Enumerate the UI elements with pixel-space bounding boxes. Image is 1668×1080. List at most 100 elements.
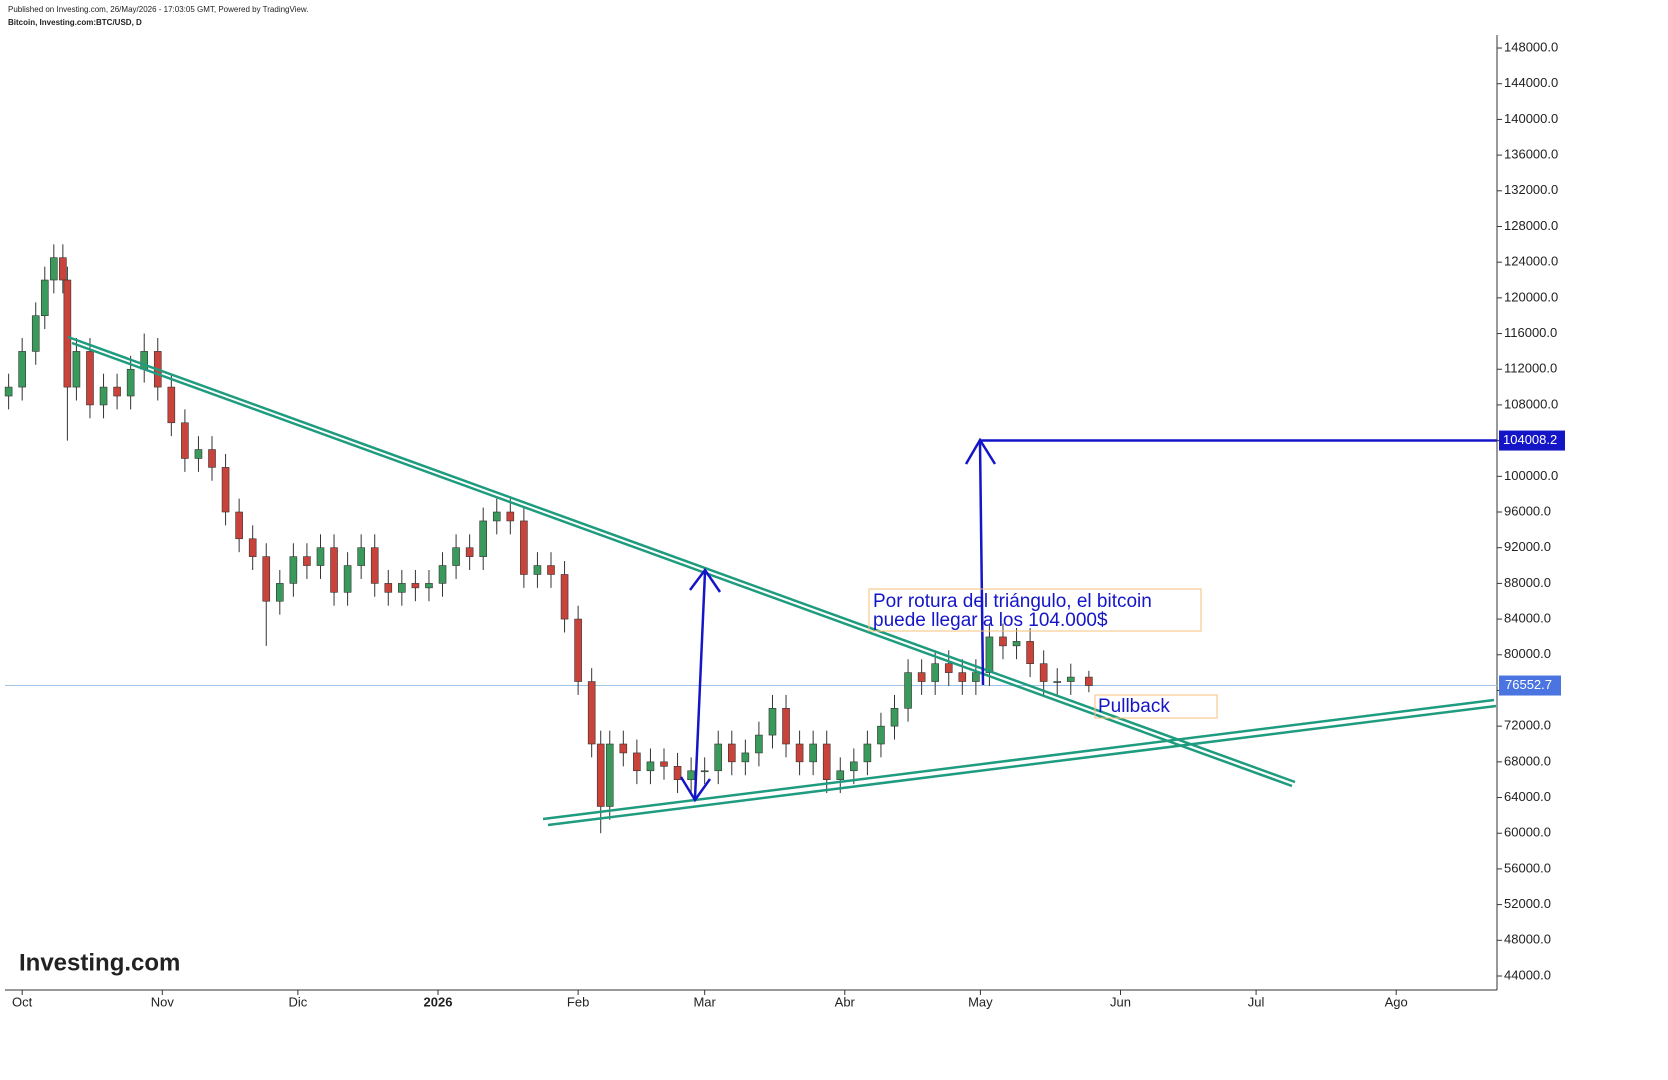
- candle-body: [890, 708, 899, 727]
- candle-body: [1053, 681, 1062, 683]
- annotation-box: [1094, 694, 1218, 719]
- candle-body: [850, 761, 858, 772]
- candle-body: [596, 743, 605, 807]
- y-tick-label: 128000.0: [1504, 218, 1558, 233]
- candle-body: [438, 565, 447, 584]
- y-tick-label: 124000.0: [1504, 254, 1558, 269]
- arrow: [978, 441, 985, 686]
- candle-body: [660, 761, 668, 767]
- candle-body: [479, 520, 487, 557]
- y-tick-label: 132000.0: [1504, 182, 1558, 197]
- candle-body: [126, 368, 135, 397]
- candle-body: [944, 663, 953, 673]
- annotation: puede llegar a los 104.000$: [873, 610, 1108, 631]
- arrow: [693, 571, 707, 799]
- candle-body: [167, 386, 176, 424]
- annotation-box: [868, 588, 1202, 632]
- y-tick-label: 48000.0: [1504, 932, 1551, 947]
- y-tick-label: 84000.0: [1504, 611, 1551, 626]
- candle-body: [4, 386, 13, 397]
- candle-body: [633, 752, 641, 772]
- candle-body: [18, 351, 26, 388]
- candle-body: [700, 770, 709, 773]
- candle-body: [822, 743, 831, 780]
- candle-body: [560, 574, 569, 620]
- candle-body: [262, 556, 271, 602]
- y-tick-label: 100000.0: [1504, 468, 1558, 483]
- candle-body: [809, 743, 817, 763]
- candle-body: [714, 743, 723, 772]
- candle-body: [999, 636, 1007, 647]
- header-symbol: Bitcoin, Investing.com:BTC/USD, D: [8, 18, 142, 27]
- candle-body: [917, 672, 926, 682]
- x-tick-label: Jun: [1110, 994, 1131, 1009]
- y-tick-label: 56000.0: [1504, 860, 1551, 875]
- candle-body: [795, 743, 804, 763]
- y-tick-label: 96000.0: [1504, 503, 1551, 518]
- y-tick-label: 88000.0: [1504, 575, 1551, 590]
- candle-body: [194, 449, 203, 459]
- y-tick-label: 92000.0: [1504, 539, 1551, 554]
- candle-body: [958, 672, 967, 682]
- candle-body: [741, 752, 750, 763]
- y-tick-label: 148000.0: [1504, 39, 1558, 54]
- candle-body: [384, 583, 393, 593]
- candle-body: [86, 351, 94, 406]
- candle-body: [836, 770, 845, 780]
- candle-body: [276, 583, 284, 602]
- logo: Investing.com: [19, 949, 180, 976]
- y-tick-label: 68000.0: [1504, 753, 1551, 768]
- arrow-head: [679, 776, 712, 803]
- candle-body: [985, 636, 994, 673]
- y-tick-label: 144000.0: [1504, 75, 1558, 90]
- candle-body: [63, 279, 72, 388]
- target-tag: [1499, 430, 1565, 451]
- target-label: 104008.2: [1503, 432, 1557, 447]
- candle-body: [31, 315, 40, 352]
- candle-body: [411, 583, 420, 589]
- candle-body: [619, 743, 628, 754]
- x-tick-label: Nov: [151, 994, 175, 1009]
- x-tick-label: Mar: [693, 994, 716, 1009]
- candle-body: [605, 743, 614, 807]
- candle-body: [398, 583, 406, 593]
- y-tick-label: 116000.0: [1504, 325, 1557, 340]
- annotation: Pullback: [1098, 696, 1170, 717]
- y-tick-label: 64000.0: [1504, 789, 1551, 804]
- candle-body: [863, 743, 872, 763]
- candle-body: [235, 511, 243, 540]
- candle-body: [181, 422, 189, 459]
- candle-body: [574, 618, 582, 682]
- candle-body: [1066, 676, 1075, 682]
- candle-body: [113, 386, 121, 397]
- candle-body: [248, 538, 257, 557]
- x-tick-label: Feb: [567, 994, 589, 1009]
- candle-body: [904, 672, 912, 709]
- x-tick-label: Abr: [835, 994, 856, 1009]
- resistance-line: [71, 341, 1293, 788]
- candle-body: [50, 257, 58, 281]
- candle-body: [343, 565, 352, 593]
- candle-body: [208, 449, 216, 468]
- x-tick-label: Jul: [1248, 994, 1265, 1009]
- x-tick-label: Ago: [1385, 994, 1408, 1009]
- candle-body: [370, 547, 379, 584]
- candle-body: [506, 511, 515, 522]
- candle-body: [465, 547, 474, 557]
- candle-body: [425, 583, 433, 589]
- candle-body: [587, 681, 596, 745]
- y-tick-label: 112000.0: [1504, 361, 1557, 376]
- arrow-head: [689, 567, 722, 593]
- candle-body: [452, 547, 460, 566]
- candle-body: [492, 511, 501, 522]
- y-tick-label: 136000.0: [1504, 147, 1558, 162]
- candle-body: [316, 547, 325, 566]
- candle-body: [99, 386, 108, 406]
- candle-body: [520, 520, 528, 575]
- candle-body: [877, 725, 885, 745]
- candle-body: [755, 734, 763, 754]
- x-tick-label: Oct: [12, 994, 33, 1009]
- candle-body: [357, 547, 365, 566]
- candle-body: [1012, 641, 1021, 647]
- candle-body: [1026, 641, 1034, 664]
